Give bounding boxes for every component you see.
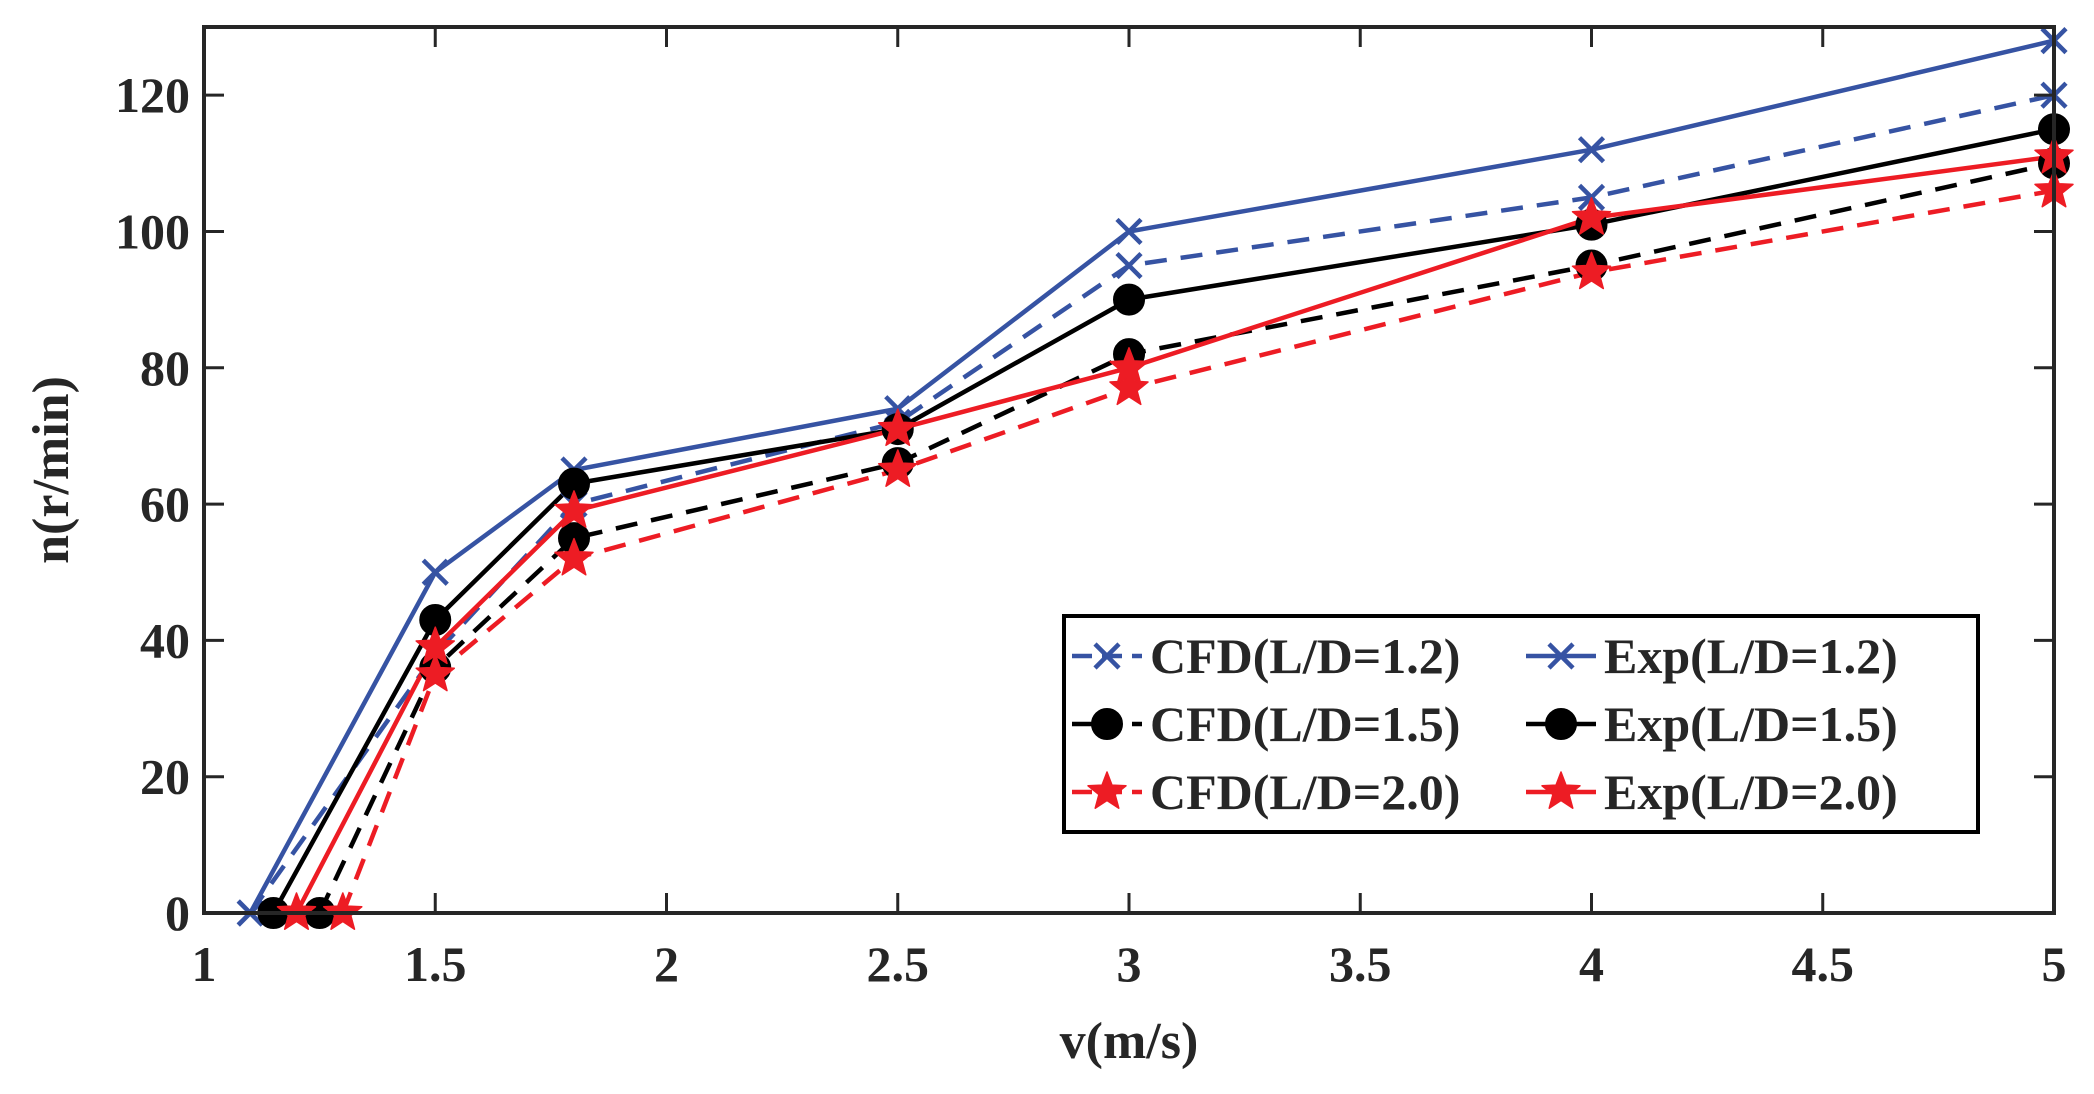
legend-label: CFD(L/D=1.5) [1150,696,1460,752]
y-tick-label: 80 [140,340,190,396]
legend-marker [1541,771,1581,809]
data-point [1571,251,1612,290]
data-point [415,653,456,692]
x-tick-label: 3.5 [1329,936,1392,992]
data-point [1109,347,1149,385]
x-tick-label: 4 [1579,936,1604,992]
legend-marker [1547,642,1575,670]
legend-label: CFD(L/D=1.2) [1150,628,1460,684]
legend[interactable]: CFD(L/D=1.2) CFD(L/D=1.5) CFD(L/D=2.0) Exp(… [1062,614,1980,834]
data-point [554,537,594,576]
data-point-stroke-b [1115,217,1143,246]
y-tick-label: 20 [140,749,190,805]
y-axis-label: n(r/min) [23,376,80,564]
legend-marker [1087,771,1127,809]
x-tick-label: 5 [2042,936,2067,992]
data-point [1109,367,1149,406]
data-point [877,408,918,447]
x-tick-label: 1.5 [404,936,467,992]
legend-label: Exp(L/D=2.0) [1604,764,1898,820]
legend-marker-stroke-b [1093,642,1121,670]
series-markers [236,27,2074,930]
data-point [554,490,594,528]
data-point [1577,136,1606,164]
y-tick-label: 100 [115,203,190,259]
data-point [421,558,449,586]
legend-item: Exp(L/D=2.0) [1526,764,1898,820]
data-point-stroke-b [421,558,449,586]
x-tick-label: 3 [1117,936,1142,992]
x-tick-label: 2.5 [867,936,930,992]
legend-label: CFD(L/D=2.0) [1150,764,1460,820]
legend-label: Exp(L/D=1.2) [1604,628,1898,684]
x-tick-label: 1 [192,936,217,992]
legend-item: CFD(L/D=1.2) [1072,628,1460,684]
y-tick-label: 60 [140,476,190,532]
y-tick-label: 40 [140,612,190,668]
x-tick-label: 4.5 [1792,936,1855,992]
data-point [877,449,918,487]
data-point [415,626,456,665]
axis-ticks: 1 1.5 2 2.5 3 3.5 4 4.5 5 0 20 40 60 80 100 120 [115,27,2067,992]
legend-item: CFD(L/D=1.5) [1072,696,1460,752]
legend-item: Exp(L/D=1.5) [1526,696,1898,752]
legend-marker [1545,708,1577,740]
legend-label: Exp(L/D=1.5) [1604,696,1898,752]
legend-marker [1091,708,1123,740]
legend-marker-stroke-b [1547,642,1575,670]
legend-marker [1093,642,1121,670]
data-point [1115,217,1143,246]
data-point [1113,283,1145,316]
legend-item: Exp(L/D=1.2) [1526,628,1898,684]
y-tick-label: 0 [165,885,190,941]
data-point-stroke-b [1577,136,1606,164]
data-point [1571,197,1612,235]
y-tick-label: 120 [115,67,190,123]
data-point-stroke-b [1115,251,1143,280]
x-tick-label: 2 [654,936,679,992]
legend-item: CFD(L/D=2.0) [1072,764,1460,820]
legend-box [1062,614,1980,834]
data-point [1115,251,1143,280]
x-axis-label: v(m/s) [1060,1013,1199,1070]
